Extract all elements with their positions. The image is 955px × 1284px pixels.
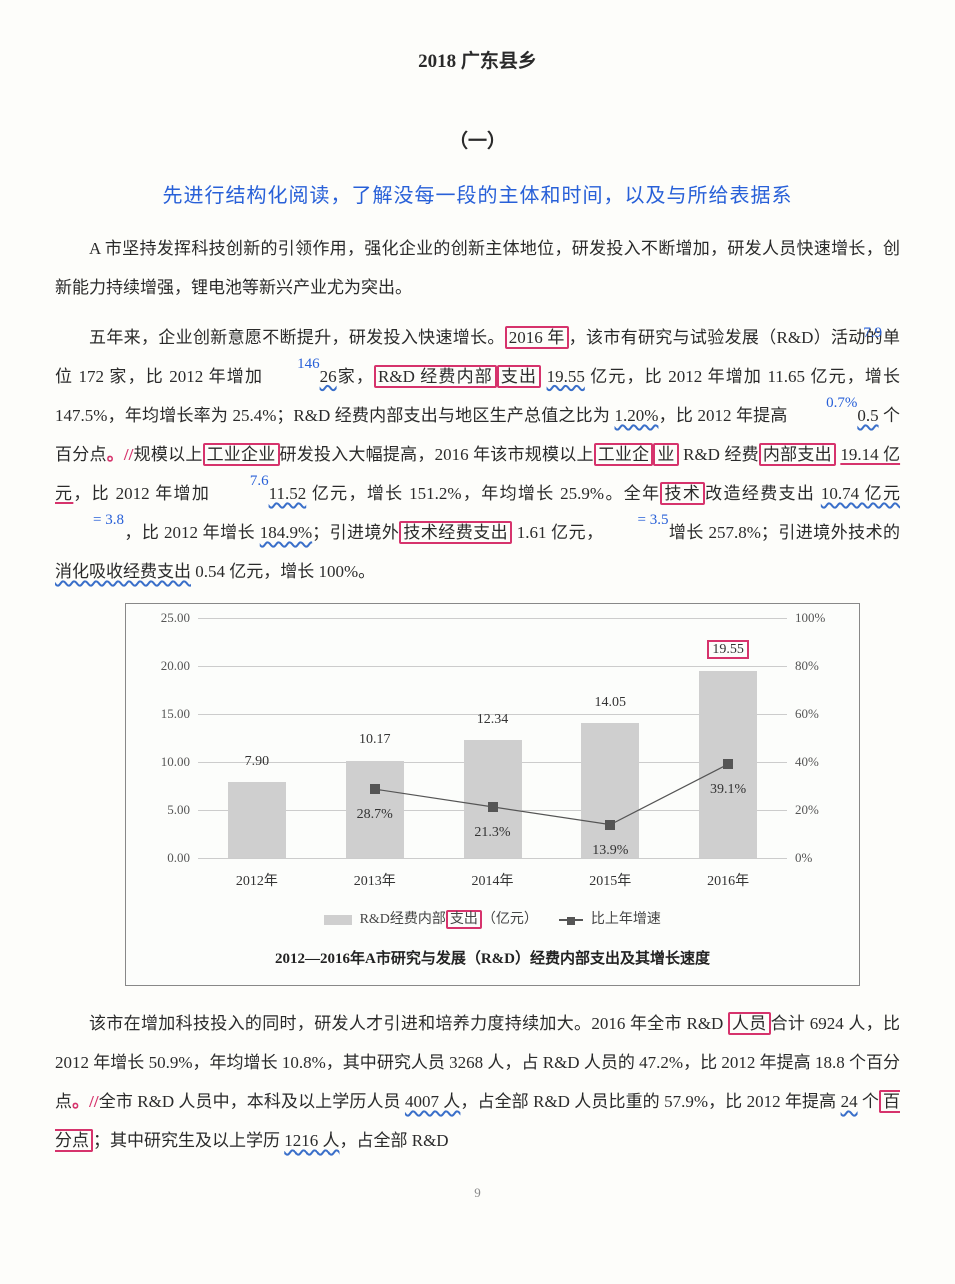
legend-line-text: 比上年增速 [591,912,661,927]
chart-legend: R&D经费内部支出（亿元） 比上年增速 [140,904,845,936]
line-marker [723,759,733,769]
p2-s15: 增长 257.8%；引进境外技术的 [668,523,900,542]
p2-s9: ，比 2012 年增加 [73,484,210,503]
p2-s5: ，比 2012 年提高 [658,406,787,425]
d-120: 1.20% [615,406,659,425]
line-marker [370,784,380,794]
legend-bar-suffix: （亿元） [482,912,538,927]
d-24: 24 [841,1092,858,1111]
p2-s3: 家， [337,367,374,386]
legend-bar-text: R&D经费内部 [360,912,446,927]
line-value-label: 28.7% [357,799,393,831]
p2-s12: ，比 2012 年增长 [124,523,255,542]
page-title: 2018 广东县乡 [55,40,900,84]
paragraph-3: 该市在增加科技投入的同时，研发人才引进和培养力度持续加大。2016 年全市 R&… [55,1004,900,1160]
line-value-label: 13.9% [592,835,628,867]
hl-zhichu: 支出 [497,365,541,388]
p2-s14: 1.61 亿元， [512,523,603,542]
note-3-5: = 3.5 [604,503,669,538]
note-7-9: 7.9 [829,316,882,351]
d-4007: 4007 人 [405,1092,460,1111]
d-1074: 10.74 亿元 [821,484,900,503]
red-slash-2: 。// [72,1092,99,1111]
paragraph-1: A 市坚持发挥科技创新的引领作用，强化企业的创新主体地位，研发投入不断增加，研发… [55,229,900,307]
x-axis-label: 2014年 [472,866,514,898]
y-right-tick: 0% [795,843,845,873]
d-xhxs: 消化吸收经费支出 [55,562,191,581]
p2-s1: 五年来，企业创新意愿不断提升，研发投入快速增长。 [89,328,505,347]
d-1955: 19.55 [547,367,585,386]
x-axis-label: 2013年 [354,866,396,898]
p2-s13: ；引进境外 [312,523,399,542]
y-right-tick: 40% [795,747,845,777]
y-left-tick: 5.00 [140,795,190,825]
d-26: 26 [320,367,337,386]
page-number: 9 [55,1178,900,1208]
y-right-tick: 60% [795,699,845,729]
p2-s11: 改造经费支出 [705,484,815,503]
p3-s5: 个 [862,1092,879,1111]
hl-gyqy2a: 工业企 [594,443,654,466]
d-1216: 1216 人 [284,1131,339,1150]
x-axis-label: 2015年 [589,866,631,898]
legend-bar-swatch [324,915,352,925]
line-value-label: 21.3% [474,817,510,849]
hl-gyqy2b: 业 [653,443,678,466]
p3-s3: 全市 R&D 人员中，本科及以上学历人员 [99,1092,401,1111]
y-left-tick: 25.00 [140,603,190,633]
handwritten-note-top: 先进行结构化阅读，了解没每一段的主体和时间，以及与所给表据系 [55,173,900,219]
d-1152: 11.52 [269,484,307,503]
y-right-tick: 80% [795,651,845,681]
hl-jishu: 技术 [660,482,705,505]
hl-rd-jfnb: R&D 经费内部 [374,365,497,388]
note-0-7: 0.7% [792,386,857,421]
red-slash-1: 。// [107,445,134,464]
legend-line-swatch [559,919,583,921]
p2-s16: 0.54 亿元，增长 100%。 [191,562,375,581]
p2-s10: 亿元，增长 151.2%，年均增长 25.9%。全年 [312,484,661,503]
p2-s8b: R&D 经费 [679,445,759,464]
hl-gyqy: 工业企业 [203,443,280,466]
p3-s7: ，占全部 R&D [340,1131,449,1150]
y-left-tick: 0.00 [140,843,190,873]
y-right-tick: 20% [795,795,845,825]
note-146: 146 [263,347,320,382]
y-right-tick: 100% [795,603,845,633]
p1-text: A 市坚持发挥科技创新的引领作用，强化企业的创新主体地位，研发投入不断增加，研发… [55,239,900,297]
y-left-tick: 20.00 [140,651,190,681]
hl-renyuan: 人员 [728,1012,771,1035]
chart-plot-area: 7.9010.1712.3414.0519.552012年2013年2014年2… [140,618,845,898]
hl-jsjfzc: 技术经费支出 [399,521,512,544]
d-1849: 184.9% [260,523,312,542]
legend-bar-hl: 支出 [446,910,482,929]
note-3-8: = 3.8 [59,503,124,538]
x-axis-label: 2016年 [707,866,749,898]
p3-s6: ；其中研究生及以上学历 [93,1131,280,1150]
note-7-6: 7.6 [216,464,269,499]
hl-nbzc: 内部支出 [759,443,836,466]
p3-s1: 该市在增加科技投入的同时，研发人才引进和培养力度持续加大。2016 年全市 R&… [89,1014,728,1033]
p2-s7: 规模以上 [133,445,202,464]
hl-2016: 2016 年 [505,326,569,349]
chart-container: 7.9010.1712.3414.0519.552012年2013年2014年2… [125,603,860,986]
line-marker [605,820,615,830]
line-marker [488,802,498,812]
paragraph-2: 7.9 五年来，企业创新意愿不断提升，研发投入快速增长。2016 年，该市有研究… [55,318,900,592]
y-left-tick: 15.00 [140,699,190,729]
x-axis-label: 2012年 [236,866,278,898]
section-number: （一） [55,120,900,164]
d-05: 0.5 [857,406,878,425]
line-value-label: 39.1% [710,774,746,806]
chart-caption: 2012—2016年A市研究与发展（R&D）经费内部支出及其增长速度 [140,942,845,977]
y-left-tick: 10.00 [140,747,190,777]
p3-s4: ，占全部 R&D 人员比重的 57.9%，比 2012 年提高 [460,1092,836,1111]
p2-s8: 研发投入大幅提高，2016 年该市规模以上 [280,445,594,464]
